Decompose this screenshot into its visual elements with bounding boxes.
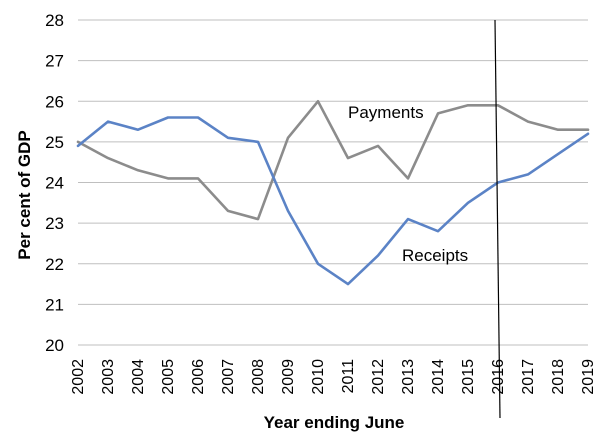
annotations: [494, 19, 501, 419]
x-tick-label: 2011: [340, 359, 357, 394]
x-tick-label: 2016: [490, 359, 507, 395]
x-tick-label: 2004: [130, 359, 147, 395]
x-tick-label: 2014: [430, 359, 447, 395]
x-tick-label: 2002: [70, 359, 87, 395]
y-tick-label: 24: [45, 174, 64, 193]
x-tick-label: 2003: [100, 359, 117, 395]
x-tick-label: 2017: [520, 359, 537, 395]
x-tick-label: 2007: [220, 359, 237, 395]
x-tick-label: 2006: [190, 359, 207, 395]
series-line-receipts: [76, 116, 590, 286]
x-axis-title: Year ending June: [264, 413, 405, 432]
x-tick-label: 2015: [460, 359, 477, 395]
y-tick-labels: 20 21 22 23 24 25 26 27 28: [45, 11, 64, 355]
x-tick-label: 2008: [250, 359, 267, 395]
x-tick-label: 2009: [280, 359, 297, 395]
series-label-receipts: Receipts: [402, 246, 468, 265]
y-tick-label: 20: [45, 336, 64, 355]
gridlines: [78, 19, 588, 346]
y-tick-label: 28: [45, 11, 64, 30]
y-tick-label: 23: [45, 214, 64, 233]
x-tick-label: 2019: [580, 359, 597, 395]
y-tick-label: 21: [45, 295, 64, 314]
forecast-divider-line: [494, 19, 501, 419]
y-axis-title: Per cent of GDP: [15, 130, 34, 259]
x-tick-labels: 2002 2003 2004 2005 2006 2007 2008 2009 2010 2011…: [70, 359, 597, 395]
y-tick-label: 25: [45, 133, 64, 152]
y-tick-label: 26: [45, 92, 64, 111]
x-tick-label: 2013: [400, 359, 417, 395]
series-lines: [76, 100, 590, 286]
y-tick-label: 22: [45, 255, 64, 274]
series-line-payments: [76, 100, 590, 221]
x-tick-label: 2005: [160, 359, 177, 395]
x-tick-label: 2012: [370, 359, 387, 395]
y-tick-label: 27: [45, 52, 64, 71]
x-tick-label: 2018: [550, 359, 567, 395]
series-label-payments: Payments: [348, 103, 424, 122]
x-tick-label: 2010: [310, 359, 327, 395]
